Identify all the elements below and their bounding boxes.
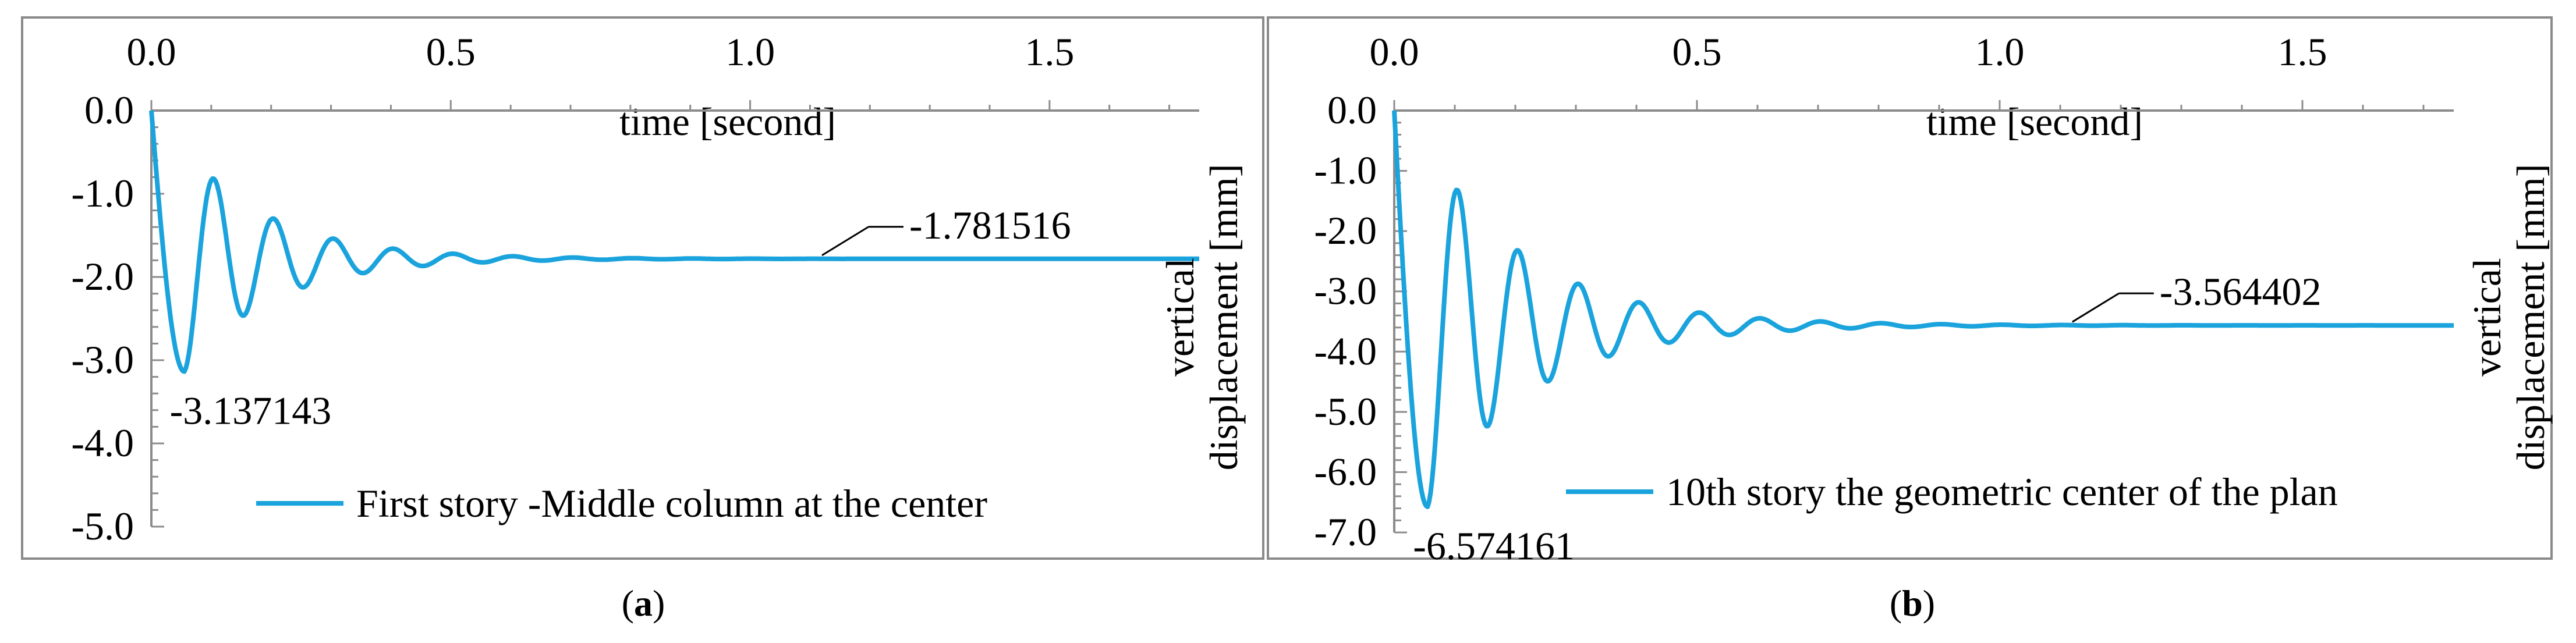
panel-b-annotations: -6.574161 -3.564402 [1413, 269, 2321, 568]
b-x-tick-label: 1.0 [1975, 30, 2025, 74]
panel-a-y-tick-labels: 0.0 -1.0 -2.0 -3.0 -4.0 -5.0 [71, 88, 134, 548]
b-y-tick-label: 0.0 [1327, 88, 1377, 132]
b-y-tick-label: -5.0 [1314, 389, 1377, 434]
panel-b-caption: (b) [1890, 582, 1935, 624]
b-annotation-final-label: -3.564402 [2160, 269, 2322, 314]
panel-b-series-line [1392, 110, 2455, 509]
a-x-tick-label: 0.5 [426, 30, 476, 74]
b-x-tick-label: 1.5 [2278, 30, 2327, 74]
panel-a-x-axis-title: time [second] [619, 100, 836, 144]
panel-a-caption: (a) [622, 582, 665, 624]
a-annotation-leader [821, 226, 869, 257]
a-annotation-final-label: -1.781516 [909, 203, 1071, 247]
a-y-tick-label: -5.0 [71, 504, 134, 548]
a-y-tick-label: -1.0 [71, 171, 134, 215]
a-annotation-min-label: -3.137143 [170, 389, 332, 433]
a-y-tick-label: 0.0 [84, 88, 134, 132]
b-annotation-min-label: -6.574161 [1413, 524, 1575, 568]
a-x-tick-label: 0.0 [127, 30, 176, 74]
panel-a-caption-letter: a [634, 582, 653, 624]
b-x-tick-label: 0.5 [1673, 30, 1722, 74]
a-y-tick-label: -2.0 [71, 254, 134, 299]
a-x-tick-label: 1.5 [1025, 30, 1074, 74]
b-y-tick-label: -4.0 [1314, 329, 1377, 373]
b-y-tick-label: -7.0 [1314, 510, 1377, 554]
panel-a-legend-label: First story -Middle column at the center [356, 481, 987, 525]
middle-y-axis-title-line2: displacement [mm] [1202, 164, 1246, 471]
b-y-tick-label: -1.0 [1314, 148, 1377, 193]
b-y-tick-label: -6.0 [1314, 449, 1377, 493]
a-x-tick-label: 1.0 [725, 30, 775, 74]
panel-b-frame [1267, 16, 2553, 560]
b-y-tick-label: -2.0 [1314, 208, 1377, 253]
panel-a-x-tick-labels: 0.0 0.5 1.0 1.5 [127, 30, 1075, 74]
a-y-tick-label: -3.0 [71, 338, 134, 382]
middle-y-axis-title: vertical displacement [mm] [1158, 164, 1246, 471]
panel-b-x-axis-title: time [second] [1926, 100, 2143, 144]
panel-a-annotations: -3.137143 -1.781516 [170, 203, 1071, 433]
panel-b-legend: 10th story the geometric center of the p… [1566, 470, 2338, 514]
panel-b-x-tick-labels: 0.0 0.5 1.0 1.5 [1370, 30, 2327, 74]
panel-b-axes [1393, 100, 2454, 534]
chart-panel-a: time [second] 0.0 0.5 1.0 1.5 0.0 -1.0 -2.0 -3… [21, 16, 1264, 560]
panel-a-frame [21, 16, 1264, 560]
chart-panel-b: time [second] 0.0 0.5 1.0 1.5 0.0 -1.0 -2.0 -3… [1267, 16, 2553, 568]
b-annotation-leader [2072, 292, 2120, 323]
panel-b-caption-letter: b [1902, 582, 1923, 624]
panel-b-y-axis-title-line1: vertical [2465, 258, 2509, 376]
panel-a-legend: First story -Middle column at the center [256, 481, 987, 525]
panel-a-axes [150, 100, 1199, 528]
b-y-tick-label: -3.0 [1314, 269, 1377, 313]
panel-b-y-tick-labels: 0.0 -1.0 -2.0 -3.0 -4.0 -5.0 -6.0 -7.0 [1314, 88, 1377, 554]
b-x-tick-label: 0.0 [1370, 30, 1419, 74]
a-y-tick-label: -4.0 [71, 421, 134, 465]
panel-a-series-line [149, 110, 1200, 374]
middle-y-axis-title-line1: vertical [1158, 258, 1202, 376]
svg-text:(a): (a) [622, 582, 665, 624]
panel-b-legend-label: 10th story the geometric center of the p… [1666, 470, 2338, 514]
panel-b-y-axis-title-line2: displacement [mm] [2508, 164, 2553, 471]
svg-text:(b): (b) [1890, 582, 1935, 624]
